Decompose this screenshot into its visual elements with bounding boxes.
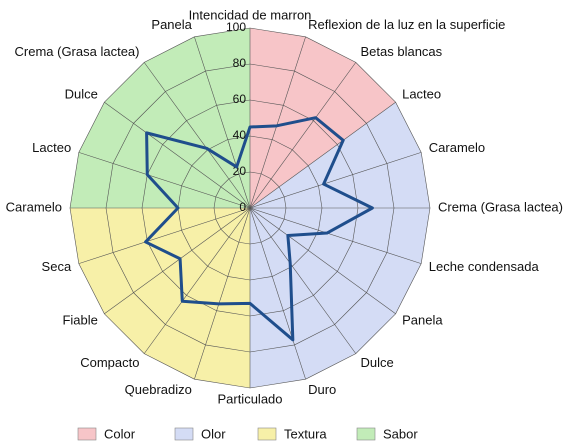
axis-label: Panela: [402, 312, 443, 327]
spoke: [194, 36, 251, 209]
tick-label: 80: [233, 56, 247, 70]
spoke: [143, 207, 251, 354]
spoke: [143, 62, 251, 209]
legend-label: Color: [104, 426, 136, 441]
sectors: [70, 28, 430, 388]
axis-label: Crema (Grasa lactea): [15, 44, 140, 59]
spoke: [249, 101, 396, 209]
legend-label: Textura: [284, 426, 327, 441]
spoke: [249, 152, 422, 209]
spoke: [249, 207, 357, 354]
spoke: [249, 62, 357, 209]
axis-label: Betas blancas: [361, 44, 443, 59]
axis-label: Panela: [151, 17, 192, 32]
grid: [69, 27, 431, 389]
axis-label: Intencidad de marron: [189, 7, 312, 22]
axis-label: Dulce: [65, 87, 98, 102]
group-sector: [70, 28, 250, 208]
tick-label: 40: [233, 128, 247, 142]
axis-label: Compacto: [80, 355, 139, 370]
group-sector: [250, 102, 430, 388]
axis-label: Lacteo: [32, 140, 71, 155]
axis-label: Fiable: [62, 312, 97, 327]
spoke: [104, 101, 251, 209]
group-sector: [250, 28, 396, 208]
tick-label: 0: [239, 200, 246, 214]
spoke: [78, 152, 251, 209]
axis-label: Crema (Grasa lactea): [438, 199, 563, 214]
spoke: [249, 207, 422, 264]
legend-swatch: [356, 427, 376, 441]
spoke: [194, 207, 251, 380]
axis-label: Leche condensada: [429, 259, 540, 274]
axis-label: Caramelo: [429, 140, 485, 155]
legend-label: Olor: [201, 426, 226, 441]
axis-label: Lacteo: [402, 87, 441, 102]
spoke: [249, 207, 306, 380]
legend-swatch: [174, 427, 194, 441]
axis-label: Caramelo: [6, 199, 62, 214]
legend-swatch: [77, 427, 97, 441]
axis-label: Dulce: [361, 355, 394, 370]
spoke: [249, 207, 396, 315]
axis-label: Seca: [42, 259, 72, 274]
tick-label: 60: [233, 92, 247, 106]
tick-label: 100: [226, 20, 246, 34]
legend-label: Sabor: [383, 426, 418, 441]
data-line: [144, 116, 374, 342]
group-sector: [70, 208, 250, 388]
spoke: [104, 207, 251, 315]
axis-label: Quebradizo: [125, 382, 192, 397]
legend-swatch: [257, 427, 277, 441]
axis-label: Duro: [308, 382, 336, 397]
axis-label: Reflexion de la luz en la superficie: [308, 17, 505, 32]
spoke: [78, 207, 251, 264]
axis-label: Particulado: [217, 391, 282, 406]
spoke: [249, 36, 306, 209]
